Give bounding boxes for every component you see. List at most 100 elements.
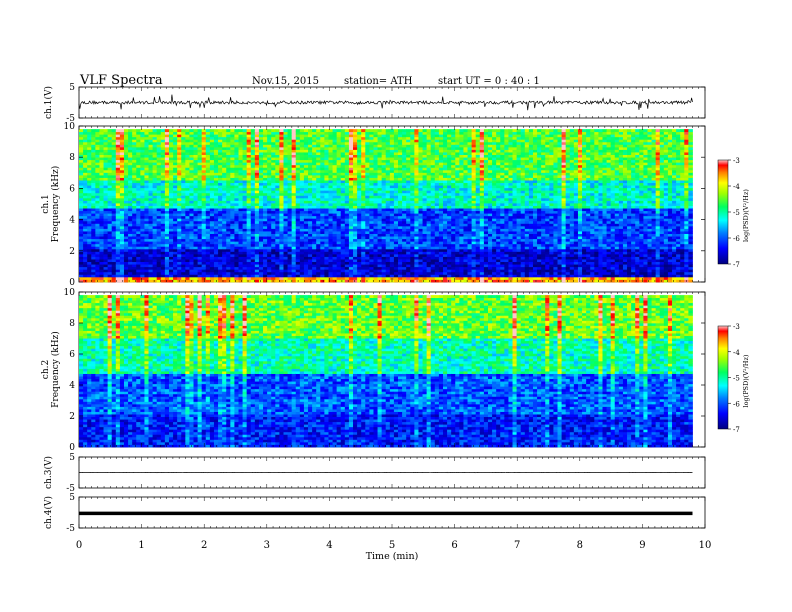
spectrogram-cell (393, 220, 399, 224)
spectrogram-cell (91, 241, 96, 245)
spectrogram-cell (119, 177, 125, 181)
spectrogram-cell (365, 182, 370, 186)
spectrogram-cell (140, 144, 145, 148)
spectrogram-cell (230, 141, 235, 145)
spectrogram-cell (299, 208, 305, 212)
spectrogram-cell (234, 243, 239, 247)
spectrogram-cell (218, 261, 223, 265)
spectrogram-cell (132, 236, 137, 240)
spectrogram-cell (283, 269, 288, 273)
spectrogram-cell (258, 264, 264, 268)
spectrogram-cell (205, 259, 211, 263)
spectrogram-cell (83, 236, 88, 240)
spectrogram-cell (111, 203, 117, 206)
spectrogram-cell (160, 251, 166, 255)
spectrogram-cell (79, 180, 84, 184)
spectrogram-cell (340, 208, 346, 212)
spectrogram-cell (136, 129, 141, 133)
spectrogram-cell (279, 182, 284, 186)
spectrogram-cell (201, 231, 207, 234)
spectrogram-cell (328, 200, 333, 204)
spectrogram-cell (393, 266, 399, 270)
spectrogram-cell (275, 220, 280, 224)
spectrogram-cell (369, 159, 374, 163)
spectrogram-cell (226, 169, 231, 173)
spectrogram-cell (275, 136, 280, 140)
spectrogram-cell (353, 256, 358, 260)
spectrogram-cell (213, 154, 219, 158)
spectrogram-cell (160, 172, 166, 176)
spectrogram-cell (365, 164, 370, 168)
spectrogram-cell (132, 220, 137, 224)
spectrogram-cell (181, 233, 186, 237)
spectrogram-cell (369, 210, 374, 214)
spectrogram-cell (83, 259, 88, 263)
spectrogram-cell (328, 231, 333, 234)
spectrogram-cell (263, 134, 268, 138)
spectrogram-cell (361, 152, 366, 155)
spectrogram-cell (263, 259, 268, 263)
spectrogram-cell (279, 246, 284, 250)
spectrogram-cell (148, 279, 154, 283)
spectrogram-cell (173, 256, 178, 260)
spectrogram-cell (381, 139, 387, 143)
spectrogram-cell (320, 164, 325, 168)
spectrogram-cell (381, 248, 387, 252)
spectrogram-cell (226, 210, 231, 214)
spectrogram-cell (283, 238, 288, 242)
spectrogram-cell (320, 192, 325, 196)
spectrogram-cell (312, 139, 317, 143)
spectrogram-cell (148, 215, 154, 219)
spectrogram-cell (168, 251, 174, 255)
spectrogram-cell (193, 195, 199, 199)
spectrogram-cell (377, 246, 383, 250)
spectrogram-cell (181, 210, 186, 214)
spectrogram-cell (99, 225, 104, 229)
spectrogram-cell (144, 236, 149, 240)
spectrogram-cell (79, 131, 84, 135)
spectrogram-cell (393, 233, 399, 237)
spectrogram-cell (144, 246, 149, 250)
spectrogram-cell (381, 205, 387, 209)
spectrogram-cell (164, 185, 170, 189)
spectrogram-cell (173, 159, 178, 163)
spectrogram-cell (279, 157, 284, 161)
spectrogram-cell (79, 223, 84, 227)
spectrogram-cell (111, 210, 117, 214)
spectrogram-cell (234, 269, 239, 273)
spectrogram-cell (320, 210, 325, 214)
spectrogram-cell (181, 172, 186, 176)
spectrogram-cell (303, 210, 309, 214)
spectrogram-cell (230, 195, 235, 199)
spectrogram-cell (218, 177, 223, 181)
spectrogram-cell (320, 172, 325, 176)
spectrogram-cell (340, 200, 346, 204)
spectrogram-cell (254, 144, 260, 148)
spectrogram-cell (222, 215, 227, 219)
spectrogram-cell (365, 192, 370, 196)
spectrogram-cell (258, 276, 264, 280)
spectrogram-cell (99, 279, 104, 283)
spectrogram-cell (295, 269, 301, 273)
spectrogram-cell (303, 192, 309, 196)
spectrogram-cell (271, 182, 276, 186)
spectrogram-cell (344, 279, 350, 283)
spectrogram-cell (283, 159, 288, 163)
spectrogram-cell (140, 274, 145, 278)
spectrogram-cell (177, 157, 182, 161)
spectrogram-cell (369, 152, 374, 155)
spectrogram-cell (398, 190, 403, 194)
spectrogram-cell (299, 248, 305, 252)
spectrogram-cell (128, 253, 133, 257)
spectrogram-cell (132, 144, 137, 148)
spectrogram-cell (173, 197, 178, 201)
spectrogram-cell (209, 157, 215, 161)
spectrogram-cell (115, 129, 121, 133)
spectrogram-cell (119, 197, 125, 201)
spectrogram-cell (283, 174, 288, 178)
spectrogram-cell (201, 129, 207, 133)
spectrogram-cell (132, 164, 137, 168)
spectrogram-cell (295, 231, 301, 234)
spectrogram-cell (193, 200, 199, 204)
spectrogram-cell (402, 246, 407, 250)
